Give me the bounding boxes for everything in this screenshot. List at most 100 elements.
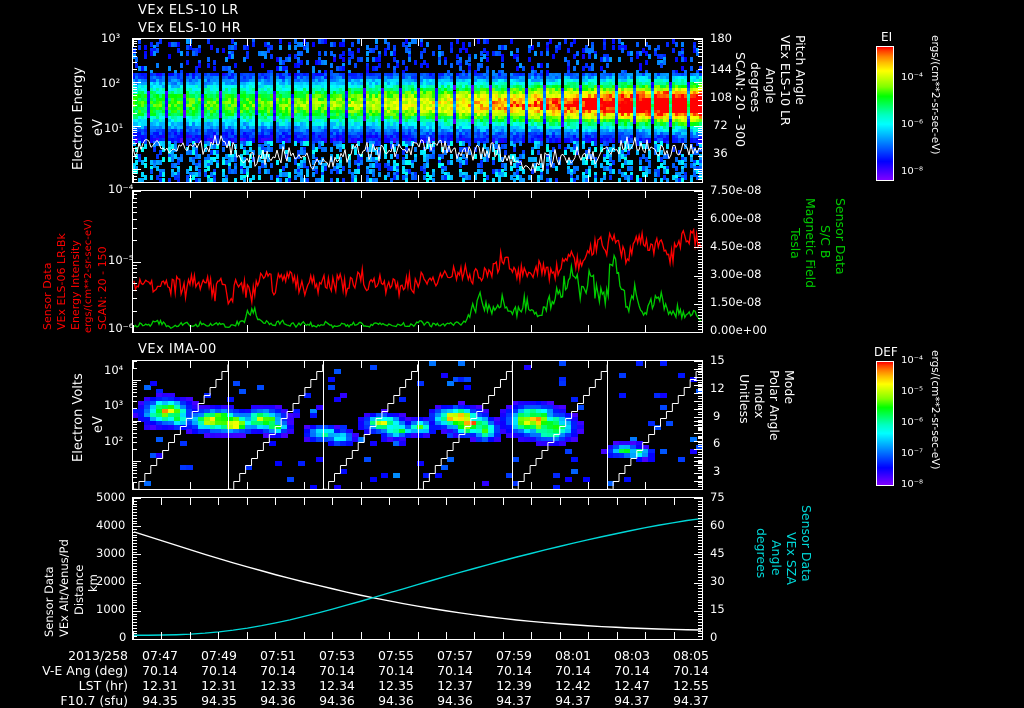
table-cell: 94.36 <box>378 693 414 708</box>
table-cell: 94.36 <box>260 693 296 708</box>
panel2-right-tick-4: 1.50e-08 <box>710 295 762 309</box>
panel3-colorbar-gradient <box>877 362 893 485</box>
table-cell: 94.37 <box>673 693 709 708</box>
table-cell: 94.37 <box>614 693 650 708</box>
panel4-right-label-2: Angle <box>769 540 784 576</box>
panel2-left-label-0: Sensor Data <box>41 262 54 330</box>
panel3-colorbar-tick-2: 10⁻⁶ <box>901 417 924 428</box>
panel1-right-tick-3: 72 <box>713 118 728 132</box>
panel2-right-label-1: S/C B <box>818 225 833 259</box>
panel2-left-label-1: VEx ELS-06 LR-Bk <box>55 233 68 330</box>
table-row-label-0: 2013/258 <box>68 648 128 663</box>
table-cell: 70.14 <box>378 663 414 678</box>
panel-energy-intensity-magnetic-field <box>132 190 703 333</box>
panel1-right-label-0: Pitch Angle <box>793 35 808 105</box>
panel2-right-label-0: Sensor Data <box>833 198 848 275</box>
panel1-left-axis-label-line2: eV <box>91 119 106 136</box>
panel3-right-tick-4: 3 <box>713 464 721 478</box>
panel2-left-label-2: Energy Intensity <box>69 240 82 330</box>
panel2-left-label-4: SCAN: 20 - 150 <box>96 246 109 330</box>
panel3-colorbar-tick-4: 10⁻⁸ <box>901 479 924 490</box>
panel1-colorbar-tick-2: 10⁻⁸ <box>901 166 924 177</box>
panel4-left-label-3: km <box>86 574 100 592</box>
panel3-colorbar-tick-3: 10⁻⁷ <box>901 448 924 459</box>
table-cell: 12.34 <box>319 678 355 693</box>
panel4-right-tick-5: 0 <box>710 630 718 644</box>
panel1-colorbar <box>876 46 894 181</box>
panel2-right-label-3: Tesla <box>788 228 803 259</box>
table-cell: 94.37 <box>496 693 532 708</box>
panel1-left-tick-2: 10¹ <box>104 121 124 135</box>
panel-ima-spectrogram <box>132 360 703 490</box>
panel4-left-tick-5: 0 <box>119 630 127 644</box>
table-cell: 08:03 <box>613 648 651 663</box>
panel1-right-tick-2: 108 <box>710 90 732 104</box>
panel2-right-tick-1: 6.00e-08 <box>710 211 762 225</box>
table-cell: 12.55 <box>673 678 709 693</box>
table-cell: 07:47 <box>141 648 179 663</box>
panel3-left-axis-label-line1: Electron Volts <box>71 373 86 462</box>
panel3-colorbar-label: DEF <box>874 345 898 359</box>
table-cell: 07:57 <box>436 648 474 663</box>
table-cell: 12.31 <box>201 678 237 693</box>
panel4-right-tick-2: 45 <box>710 546 725 560</box>
panel-altitude-sza <box>132 497 703 640</box>
panel1-colorbar-units: ergs/(cm**2-sr-sec-eV) <box>929 35 941 155</box>
table-cell: 12.39 <box>496 678 532 693</box>
panel2-right-label-2: Magnetic Field <box>803 198 818 289</box>
panel3-right-label-0: Mode <box>782 370 797 405</box>
panel4-left-label-2: Distance <box>72 564 86 615</box>
panel3-right-tick-1: 12 <box>710 381 725 395</box>
panel4-left-tick-0: 5000 <box>96 490 126 504</box>
panel3-colorbar-tick-1: 10⁻⁵ <box>901 386 924 397</box>
panel1-right-label-2: Angle <box>763 68 778 104</box>
table-cell: 70.14 <box>319 663 355 678</box>
panel4-right-tick-4: 15 <box>710 602 725 616</box>
table-cell: 07:53 <box>318 648 356 663</box>
panel4-right-label-0: Sensor Data <box>799 505 814 582</box>
panel1-colorbar-gradient <box>877 47 893 180</box>
panel2-right-tick-2: 4.50e-08 <box>710 239 762 253</box>
panel1-title-hr: VEx ELS-10 HR <box>138 21 242 36</box>
table-row-label-3: F10.7 (sfu) <box>60 693 128 708</box>
table-cell: 94.36 <box>437 693 473 708</box>
panel3-left-tick-0: 10⁴ <box>104 363 124 377</box>
panel2-left-tick-2: 10⁻⁶ <box>108 321 134 335</box>
panel3-left-tick-1: 10³ <box>104 398 124 412</box>
panel1-right-tick-1: 144 <box>710 62 732 76</box>
altitude-sza-canvas <box>133 498 702 639</box>
table-cell: 07:55 <box>377 648 415 663</box>
panel4-right-label-3: degrees <box>754 528 769 579</box>
table-cell: 70.14 <box>614 663 650 678</box>
panel1-right-tick-4: 36 <box>713 146 728 160</box>
panel2-right-tick-0: 7.50e-08 <box>710 183 762 197</box>
table-cell: 70.14 <box>260 663 296 678</box>
table-cell: 70.14 <box>437 663 473 678</box>
table-row-label-1: V-E Ang (deg) <box>42 663 128 678</box>
panel3-right-label-1: Polar Angle <box>767 370 782 441</box>
ima-heatmap-canvas <box>133 361 702 489</box>
panel3-right-label-2: Index <box>752 384 767 419</box>
table-cell: 12.47 <box>614 678 650 693</box>
table-cell: 12.35 <box>378 678 414 693</box>
panel3-left-tick-2: 10² <box>104 434 124 448</box>
table-cell: 08:05 <box>672 648 710 663</box>
table-cell: 12.31 <box>142 678 178 693</box>
table-cell: 94.36 <box>319 693 355 708</box>
panel4-left-tick-4: 1000 <box>96 602 126 616</box>
panel3-right-tick-2: 9 <box>713 409 721 423</box>
panel3-right-tick-3: 6 <box>713 436 721 450</box>
table-cell: 70.14 <box>673 663 709 678</box>
panel1-left-tick-0: 10³ <box>101 31 121 45</box>
panel4-right-tick-3: 30 <box>710 574 725 588</box>
panel3-colorbar-tick-0: 10⁻⁴ <box>901 355 924 366</box>
panel-electron-energy-spectrogram <box>132 38 703 183</box>
panel4-left-tick-1: 4000 <box>96 518 126 532</box>
table-cell: 70.14 <box>201 663 237 678</box>
table-cell: 07:59 <box>495 648 533 663</box>
panel1-right-tick-0: 180 <box>710 31 732 45</box>
energy-intensity-magnetic-field-canvas <box>133 191 702 332</box>
panel1-colorbar-tick-1: 10⁻⁶ <box>901 119 924 130</box>
panel3-colorbar <box>876 361 894 486</box>
